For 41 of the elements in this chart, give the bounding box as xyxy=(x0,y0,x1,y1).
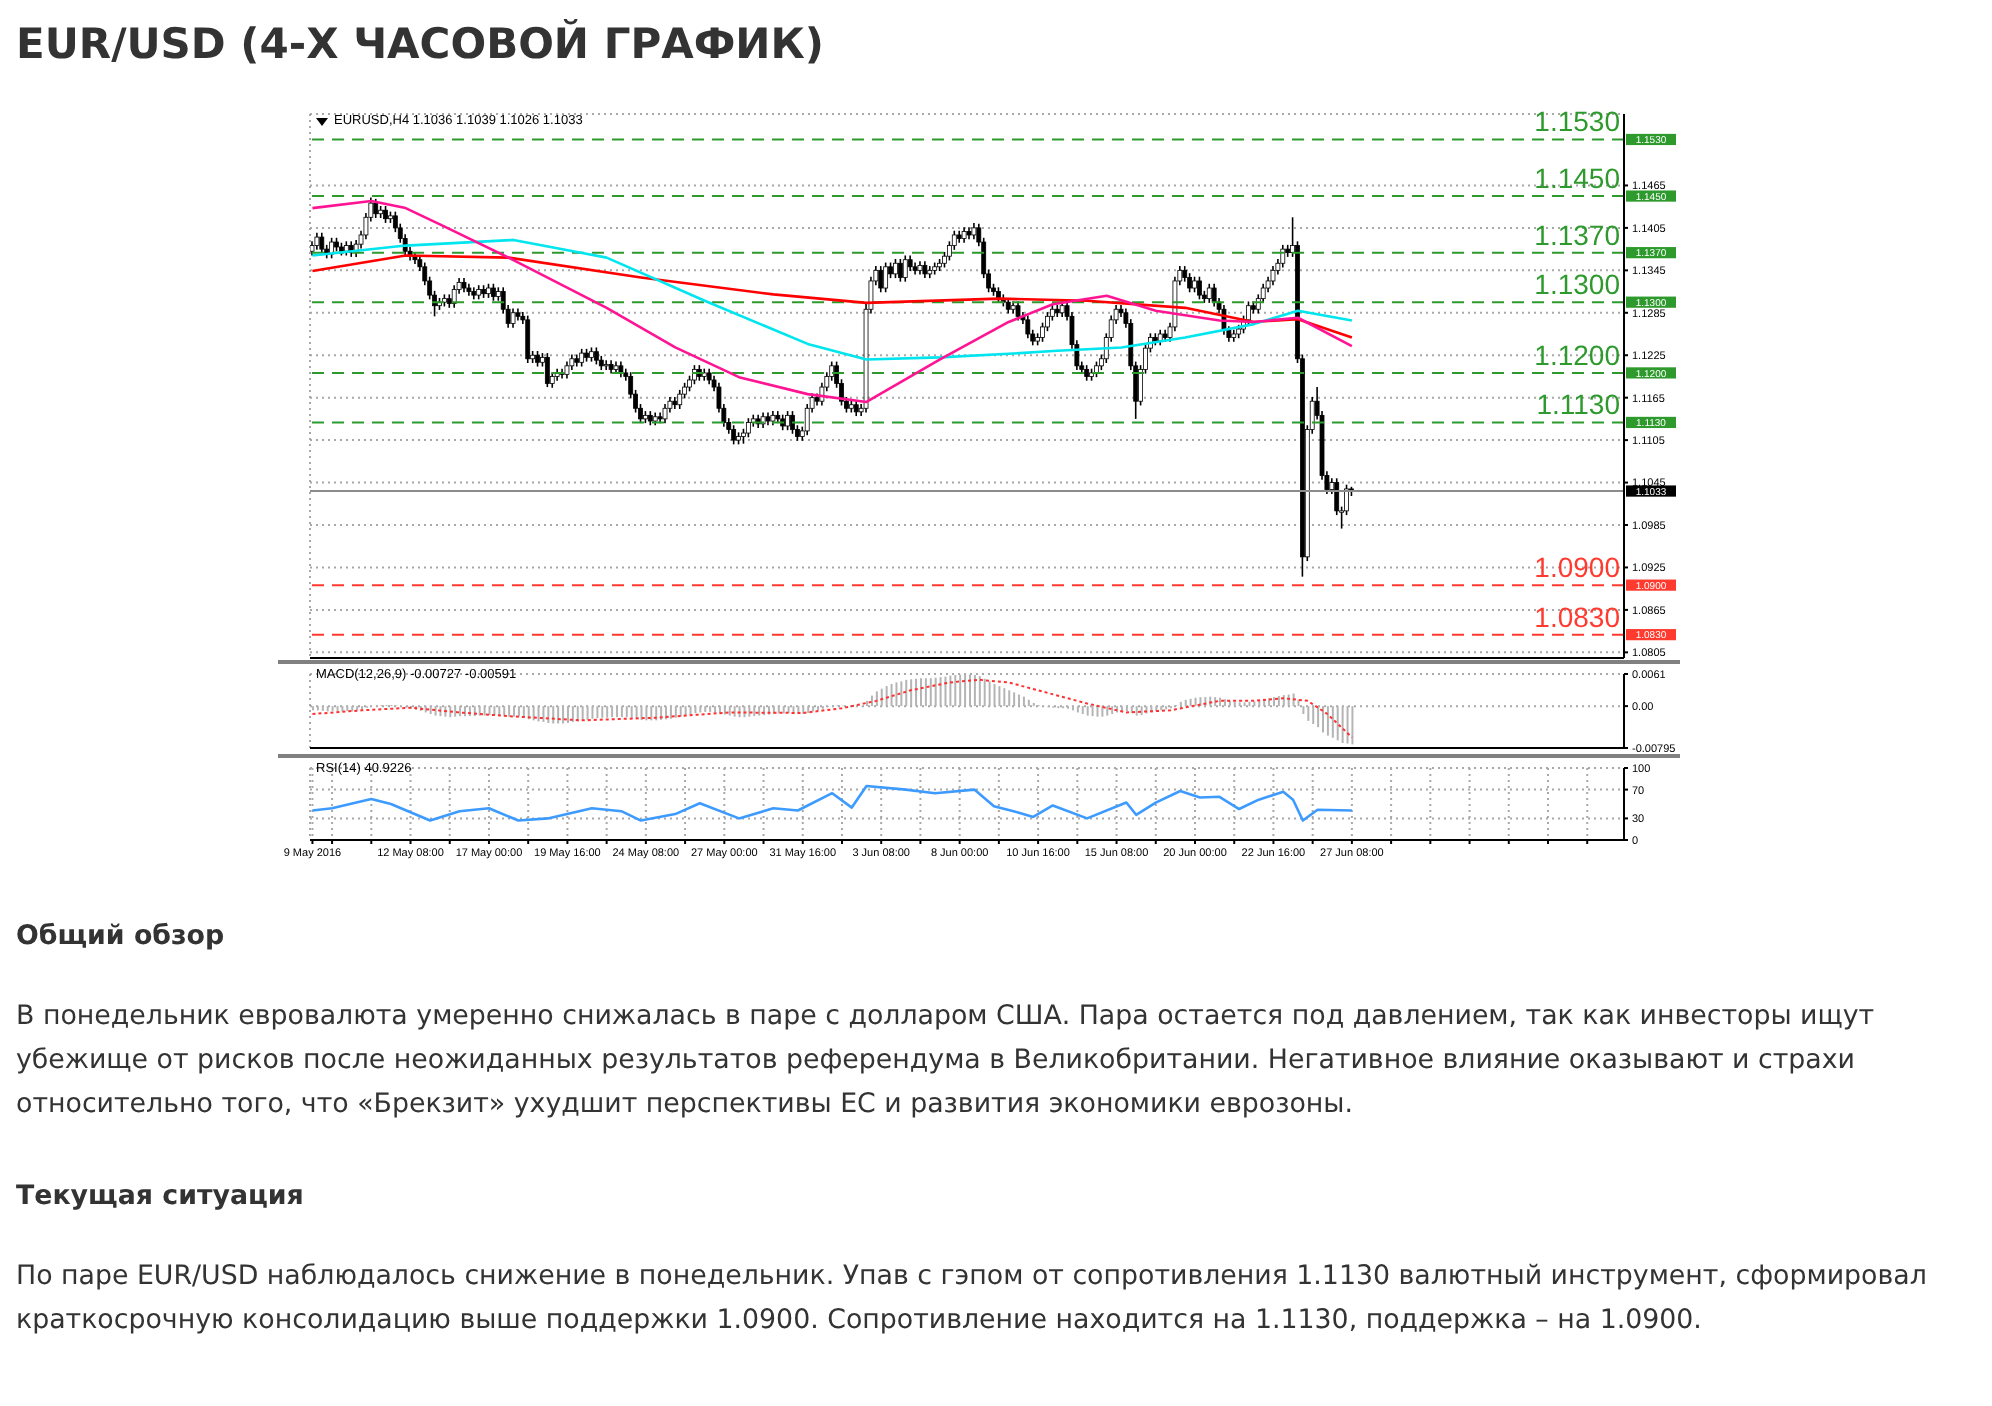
candlestick xyxy=(1270,265,1276,286)
candlestick xyxy=(1197,275,1202,301)
ref-line-label: 1.1370 xyxy=(1534,218,1621,251)
candlestick xyxy=(373,198,379,219)
candlestick xyxy=(1025,314,1031,340)
candlestick xyxy=(1211,282,1217,308)
candlestick xyxy=(902,254,908,283)
ref-line-label: 1.0830 xyxy=(1534,600,1621,633)
ref-line-label: 1.1450 xyxy=(1534,162,1621,195)
ref-line-label: 1.1530 xyxy=(1534,105,1621,138)
candlestick xyxy=(785,410,790,432)
chart-title: EUR/USD (4-Х ЧАСОВОЙ ГРАФИК) xyxy=(16,20,825,68)
ref-line-label: 1.1300 xyxy=(1534,268,1621,301)
candlestick xyxy=(897,258,903,283)
candlestick xyxy=(731,424,737,446)
candlestick xyxy=(1246,300,1251,325)
ref-line-label: 1.1200 xyxy=(1534,338,1621,371)
ref-line-label: 1.0900 xyxy=(1534,551,1621,584)
candlestick xyxy=(510,307,516,329)
candlestick xyxy=(1187,272,1193,294)
text: По паре EUR/USD наблюдалось снижение в понедельник. Упав с гэпом от сопротивления 1.1130 валютный инструмент, сформировал краткосрочную консолидацию выше поддержки 1.0900. Сопротивление находится на 1.1130, поддержка – на 1.0900. xyxy=(16,1262,1927,1336)
line-series xyxy=(311,199,1354,404)
line-series xyxy=(311,238,1354,361)
text: Общий обзор xyxy=(16,922,225,952)
candlestick xyxy=(677,389,683,410)
candlestick xyxy=(544,352,550,388)
candlestick xyxy=(319,232,325,255)
ref-line-label: 1.1130 xyxy=(1536,388,1621,421)
candlestick xyxy=(878,265,884,294)
candlestick xyxy=(804,403,810,436)
candlestick xyxy=(451,284,457,309)
text: В понедельник евровалюта умеренно снижалась в паре с долларом США. Пара остается под давлением, так как инвесторы ищут убежище от рисков после неожиданных результатов референдума в Великобритании. Негативное влияние оказывают и страхи относительно того, что «Брекзит» ухудшит перспективы ЕС и развития экономики еврозоны. xyxy=(16,1002,1875,1120)
candlestick xyxy=(1015,300,1021,322)
candlestick xyxy=(893,258,898,279)
text: Текущая ситуация xyxy=(16,1182,304,1212)
candlestick xyxy=(525,314,531,364)
candlestick xyxy=(883,261,889,294)
candlestick xyxy=(745,417,751,439)
line-series xyxy=(311,678,1353,739)
line-series xyxy=(311,784,1354,822)
candlestick xyxy=(662,403,668,424)
